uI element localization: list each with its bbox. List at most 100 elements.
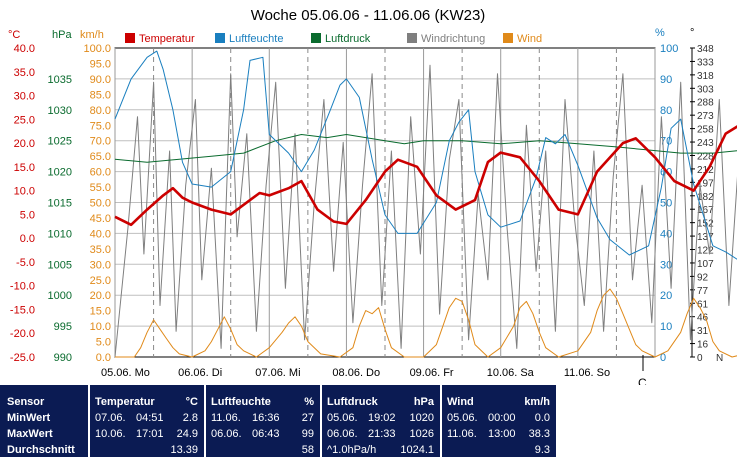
legend-swatch-windrichtung (407, 33, 417, 43)
wind-unit-label: km/h (80, 29, 104, 41)
wind-column: Wind km/h 05.06. 00:00 0.0 11.06. 13:00 … (442, 385, 556, 457)
pressure-trend: ^1.0hPa/h (327, 444, 377, 456)
wind-tick-label: 80.0 (90, 105, 111, 117)
wind-tick-label: 75.0 (90, 120, 111, 132)
direction-zero-label: N (716, 353, 723, 364)
wind-max-date: 11.06. (447, 428, 477, 440)
pressure-unit-label: hPa (52, 29, 72, 41)
temp-tick-label: -15.0 (10, 304, 35, 316)
humidity-column: Luftfeuchte % 11.06. 16:36 27 06.06. 06:… (206, 385, 320, 457)
wind-tick-label: 90.0 (90, 74, 111, 86)
direction-tick-label: 303 (697, 84, 714, 95)
humidity-tick-label: 90 (660, 74, 672, 86)
wind-min-value: 0.0 (534, 412, 550, 424)
wind-tick-label: 95.0 (90, 58, 111, 70)
direction-tick-label: 16 (697, 340, 709, 351)
humidity-tick-label: 20 (660, 290, 672, 302)
wind-tick-label: 0.0 (96, 352, 111, 364)
direction-tick-label: 46 (697, 313, 709, 324)
temp-tick-label: -5.0 (16, 257, 35, 269)
direction-tick-label: 0 (697, 353, 703, 364)
pressure-max-date: 06.06. (327, 428, 358, 440)
pressure-min-date: 05.06. (327, 412, 358, 424)
humidity-min-time: 16:36 (252, 412, 280, 424)
direction-tick-label: 31 (697, 326, 709, 337)
sensor-header: Sensor (7, 396, 45, 408)
temp-tick-label: 25.0 (14, 114, 35, 126)
legend-swatch-temperatur (125, 33, 135, 43)
direction-tick-label: 122 (697, 246, 714, 257)
wind-tick-label: 10.0 (90, 321, 111, 333)
temperature-min-value: 2.8 (182, 412, 198, 424)
legend-swatch-wind (503, 33, 513, 43)
pressure-tick-label: 1025 (48, 136, 72, 148)
direction-tick-label: 258 (697, 125, 714, 136)
wind-tick-label: 15.0 (90, 306, 111, 318)
direction-tick-label: 228 (697, 151, 714, 162)
sensor-column: Sensor MinWert MaxWert Durchschnitt (0, 385, 88, 457)
pressure-header: Luftdruck (327, 396, 378, 408)
marker-label: C (638, 376, 647, 385)
day-label: 08.06. Do (332, 367, 380, 379)
legend-label-luftfeuchte: Luftfeuchte (229, 33, 283, 45)
temperature-max-value: 24.9 (176, 428, 198, 440)
pressure-unit: hPa (413, 396, 434, 408)
wind-tick-label: 55.0 (90, 182, 111, 194)
humidity-tick-label: 10 (660, 321, 672, 333)
wind-max-value: 38.3 (528, 428, 550, 440)
temp-tick-label: 0.0 (20, 233, 35, 245)
temperature-max-date: 10.06. (95, 428, 126, 440)
wind-tick-label: 25.0 (90, 275, 111, 287)
temp-tick-label: -20.0 (10, 328, 35, 340)
direction-tick-label: 333 (697, 57, 714, 68)
temp-tick-label: -10.0 (10, 281, 35, 293)
temp-tick-label: 20.0 (14, 138, 35, 150)
statistics-table: Sensor MinWert MaxWert Durchschnitt Temp… (0, 385, 737, 457)
wind-tick-label: 65.0 (90, 151, 111, 163)
pressure-tick-label: 1035 (48, 74, 72, 86)
pressure-tick-label: 990 (54, 352, 72, 364)
series-line-luftfeuchte (114, 50, 737, 260)
humidity-max-date: 06.06. (211, 428, 242, 440)
wind-header: Wind (447, 396, 474, 408)
pressure-max-value: 1026 (409, 428, 434, 440)
wind-tick-label: 35.0 (90, 244, 111, 256)
temperature-unit: °C (185, 396, 198, 408)
series-line-wind (115, 288, 737, 358)
humidity-unit: % (304, 396, 314, 408)
direction-tick-label: 212 (697, 165, 714, 176)
direction-tick-label: 92 (697, 272, 709, 283)
pressure-avg-value: 1024.1 (400, 444, 434, 456)
direction-tick-label: 273 (697, 111, 714, 122)
wind-tick-label: 60.0 (90, 167, 111, 179)
humidity-avg-value: 58 (301, 444, 314, 456)
legend-label-temperatur: Temperatur (139, 33, 195, 45)
humidity-tick-label: 70 (660, 136, 672, 148)
day-label: 07.06. Mi (255, 367, 300, 379)
wind-tick-label: 85.0 (90, 89, 111, 101)
pressure-tick-label: 995 (54, 321, 72, 333)
wind-tick-label: 70.0 (90, 136, 111, 148)
legend-label-windrichtung: Windrichtung (421, 33, 485, 45)
temp-tick-label: 40.0 (14, 43, 35, 55)
wind-min-time: 00:00 (488, 412, 516, 424)
pressure-max-time: 21:33 (368, 428, 396, 440)
pressure-min-value: 1020 (409, 412, 434, 424)
pressure-tick-label: 1020 (48, 167, 72, 179)
humidity-tick-label: 100 (660, 43, 678, 55)
humidity-tick-label: 0 (660, 352, 666, 364)
weather-chart: Woche 05.06.06 - 11.06.06 (KW23) °C hPa … (8, 7, 737, 385)
sensor-row-max: MaxWert (7, 428, 53, 440)
direction-tick-label: 167 (697, 205, 714, 216)
direction-tick-label: 288 (697, 98, 714, 109)
wind-avg-value: 9.3 (534, 444, 550, 456)
wind-tick-label: 30.0 (90, 259, 111, 271)
pressure-tick-label: 1010 (48, 228, 72, 240)
direction-tick-label: 348 (697, 44, 714, 55)
direction-tick-label: 61 (697, 299, 709, 310)
humidity-max-time: 06:43 (252, 428, 280, 440)
direction-tick-label: 182 (697, 192, 714, 203)
legend-swatch-luftfeuchte (215, 33, 225, 43)
legend-swatch-luftdruck (311, 33, 321, 43)
wind-tick-label: 50.0 (90, 198, 111, 210)
